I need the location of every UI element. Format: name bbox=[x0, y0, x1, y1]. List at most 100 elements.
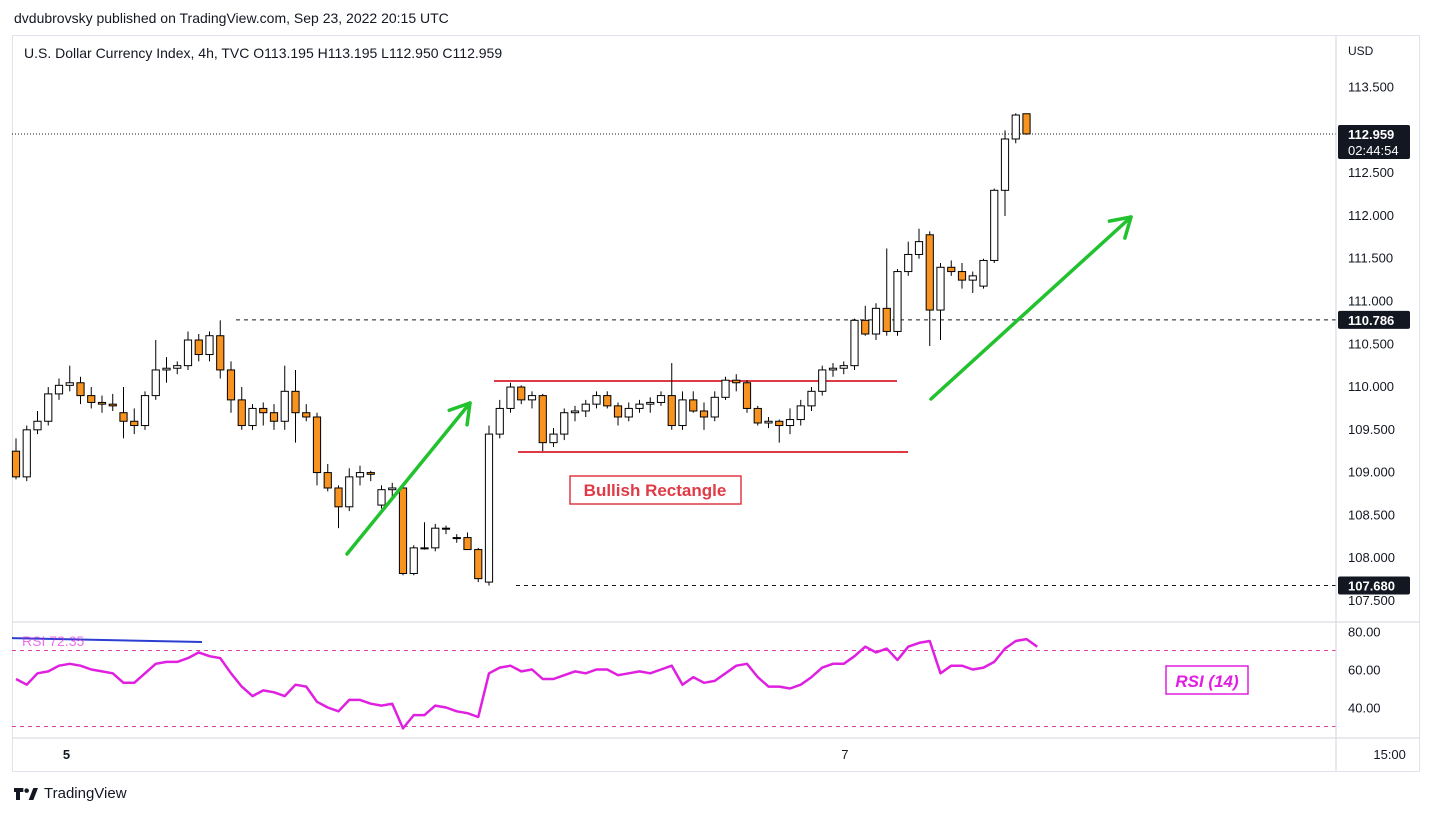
rsi-tick-label: 80.00 bbox=[1348, 625, 1381, 640]
candle-body bbox=[775, 420, 784, 427]
candle-body bbox=[291, 390, 300, 414]
candle-body bbox=[990, 189, 999, 261]
candle-body bbox=[183, 339, 193, 367]
price-tick-label: 111.500 bbox=[1348, 251, 1393, 266]
candle-body bbox=[194, 339, 203, 356]
candle-body bbox=[828, 367, 838, 371]
candle-body bbox=[162, 367, 171, 371]
candle-body bbox=[581, 403, 590, 412]
tradingview-logo-icon[interactable] bbox=[14, 786, 38, 802]
candle-body bbox=[366, 472, 375, 475]
candle-body bbox=[259, 407, 268, 414]
candle-body bbox=[495, 407, 504, 435]
price-label-box bbox=[1338, 124, 1410, 159]
candle-body bbox=[1022, 113, 1031, 135]
rsi-legend: RSI 72.35 bbox=[22, 633, 84, 649]
candle-body bbox=[732, 379, 741, 384]
candle-body bbox=[753, 407, 762, 424]
chart-legend: U.S. Dollar Currency Index, 4h, TVC O113… bbox=[24, 45, 502, 61]
candle-body bbox=[312, 416, 322, 474]
footer: TradingView bbox=[14, 785, 127, 802]
candle-body bbox=[721, 379, 730, 398]
candle-body bbox=[527, 395, 537, 401]
price-tick-label: 112.000 bbox=[1348, 208, 1394, 223]
candle-body bbox=[1011, 114, 1020, 140]
candle-body bbox=[947, 266, 956, 273]
candle-body bbox=[1000, 138, 1010, 191]
candle-body bbox=[560, 412, 569, 435]
candle-body bbox=[130, 420, 139, 427]
rsi-line bbox=[15, 637, 1038, 730]
price-tick-label: 111.000 bbox=[1348, 294, 1393, 309]
trend-arrow-line bbox=[929, 215, 1133, 401]
countdown-label: 02:44:54 bbox=[1348, 143, 1399, 158]
candle-body bbox=[592, 395, 601, 405]
candle-body bbox=[839, 365, 848, 369]
candle-body bbox=[635, 403, 644, 409]
candle-body bbox=[216, 335, 225, 371]
annotation-text: Bullish Rectangle bbox=[584, 481, 727, 500]
legend: U.S. Dollar Currency Index, 4h, TVC O113… bbox=[24, 45, 502, 61]
candle-body bbox=[355, 472, 365, 478]
publisher-line: dvdubrovsky published on TradingView.com… bbox=[14, 10, 449, 26]
candle-body bbox=[33, 420, 42, 431]
candle-body bbox=[807, 390, 816, 407]
candle-body bbox=[323, 472, 332, 489]
candle-body bbox=[667, 395, 676, 427]
chart-svg[interactable]: Bullish Rectangle 80.00 60.00 40.00 RSI 72.… bbox=[0, 0, 1434, 780]
rsi-tick-label: 60.00 bbox=[1348, 663, 1381, 678]
price-label-text: 107.680 bbox=[1348, 578, 1395, 593]
rsi-badge-text: RSI (14) bbox=[1175, 672, 1239, 691]
candle-body bbox=[119, 412, 128, 422]
candle-body bbox=[302, 412, 311, 418]
axes: USD 113.500 112.500 112.000 111.500 111.000 11… bbox=[12, 36, 1420, 771]
candle-body bbox=[377, 489, 386, 506]
candle-body bbox=[968, 275, 977, 281]
candle-body bbox=[796, 405, 805, 421]
horizontal-dotted-lines bbox=[12, 133, 1336, 586]
candle-body bbox=[538, 395, 547, 444]
candle-body bbox=[764, 420, 773, 424]
candle-body bbox=[431, 527, 440, 549]
candle-body bbox=[517, 386, 526, 401]
trend-arrow-line bbox=[345, 401, 472, 556]
candle-body bbox=[76, 382, 85, 397]
price-tick-label: 112.500 bbox=[1348, 165, 1394, 180]
candle-body bbox=[87, 395, 96, 403]
annotations: Bullish Rectangle bbox=[569, 475, 742, 505]
candle-body bbox=[108, 403, 117, 407]
candle-body bbox=[603, 395, 612, 407]
candle-body bbox=[140, 395, 150, 427]
price-tick-label: 108.000 bbox=[1348, 550, 1395, 565]
candle-body bbox=[893, 271, 902, 332]
candle-body bbox=[850, 319, 859, 367]
price-tick-label: 110.500 bbox=[1348, 336, 1394, 351]
time-tick-label: 5 bbox=[63, 747, 70, 762]
price-label-text: 110.786 bbox=[1348, 313, 1394, 328]
candle-body bbox=[280, 390, 289, 422]
candle-body bbox=[398, 487, 408, 575]
candle-body bbox=[646, 401, 655, 405]
chart-frame bbox=[12, 35, 1420, 772]
candle-body bbox=[785, 419, 795, 427]
rsi-tick-label: 40.00 bbox=[1348, 701, 1381, 716]
price-label-box bbox=[1338, 310, 1410, 329]
candle-body bbox=[882, 307, 891, 332]
candle-body bbox=[11, 450, 21, 478]
candle-body bbox=[624, 407, 633, 418]
candle-body bbox=[549, 433, 558, 444]
candles bbox=[11, 113, 1031, 586]
candle-body bbox=[871, 307, 881, 335]
rsi-pane: 80.00 60.00 40.00 RSI 72.35 RSI (14) bbox=[11, 625, 1381, 730]
candle-body bbox=[65, 382, 74, 386]
candle-body bbox=[248, 407, 257, 427]
candle-body bbox=[345, 476, 354, 508]
candle-body bbox=[506, 386, 515, 409]
footer-brand[interactable]: TradingView bbox=[44, 785, 127, 802]
candle-body bbox=[44, 393, 53, 422]
candle-body bbox=[409, 547, 418, 575]
candle-body bbox=[420, 547, 429, 550]
trend-arrows bbox=[345, 215, 1133, 556]
candle-body bbox=[979, 259, 988, 287]
candle-body bbox=[613, 405, 623, 418]
